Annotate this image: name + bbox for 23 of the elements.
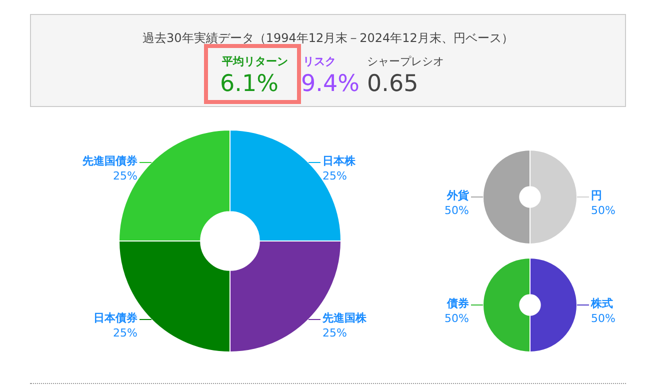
slice-label: 日本株 <box>322 154 356 168</box>
text: 0.65 <box>367 71 418 97</box>
text: 9.4% <box>301 71 360 97</box>
data-label: 25% <box>322 326 347 340</box>
slice-label: 株式 <box>590 296 613 310</box>
data-label: 25% <box>113 169 138 182</box>
data-label: 50% <box>591 204 616 217</box>
text: シャープレシオ <box>367 54 444 69</box>
text: 6.1% <box>220 71 278 97</box>
slice-label: 債券 <box>446 296 470 310</box>
text: リスク <box>303 54 336 69</box>
text: 平均リターン <box>222 54 288 69</box>
data-label: 50% <box>444 312 469 325</box>
data-label: 25% <box>322 169 347 182</box>
slice-label: 外貨 <box>446 188 470 202</box>
text: 過去30年実績データ（1994年12月末－2024年12月末、円ベース） <box>142 30 514 47</box>
slice-label: 円 <box>591 188 602 202</box>
data-label: 25% <box>113 326 138 340</box>
slice-label: 先進国債券 <box>82 154 139 168</box>
data-label: 50% <box>444 204 469 217</box>
slice-label: 先進国株 <box>321 311 368 324</box>
slice-label: 日本債券 <box>94 311 139 324</box>
data-label: 50% <box>591 312 616 325</box>
